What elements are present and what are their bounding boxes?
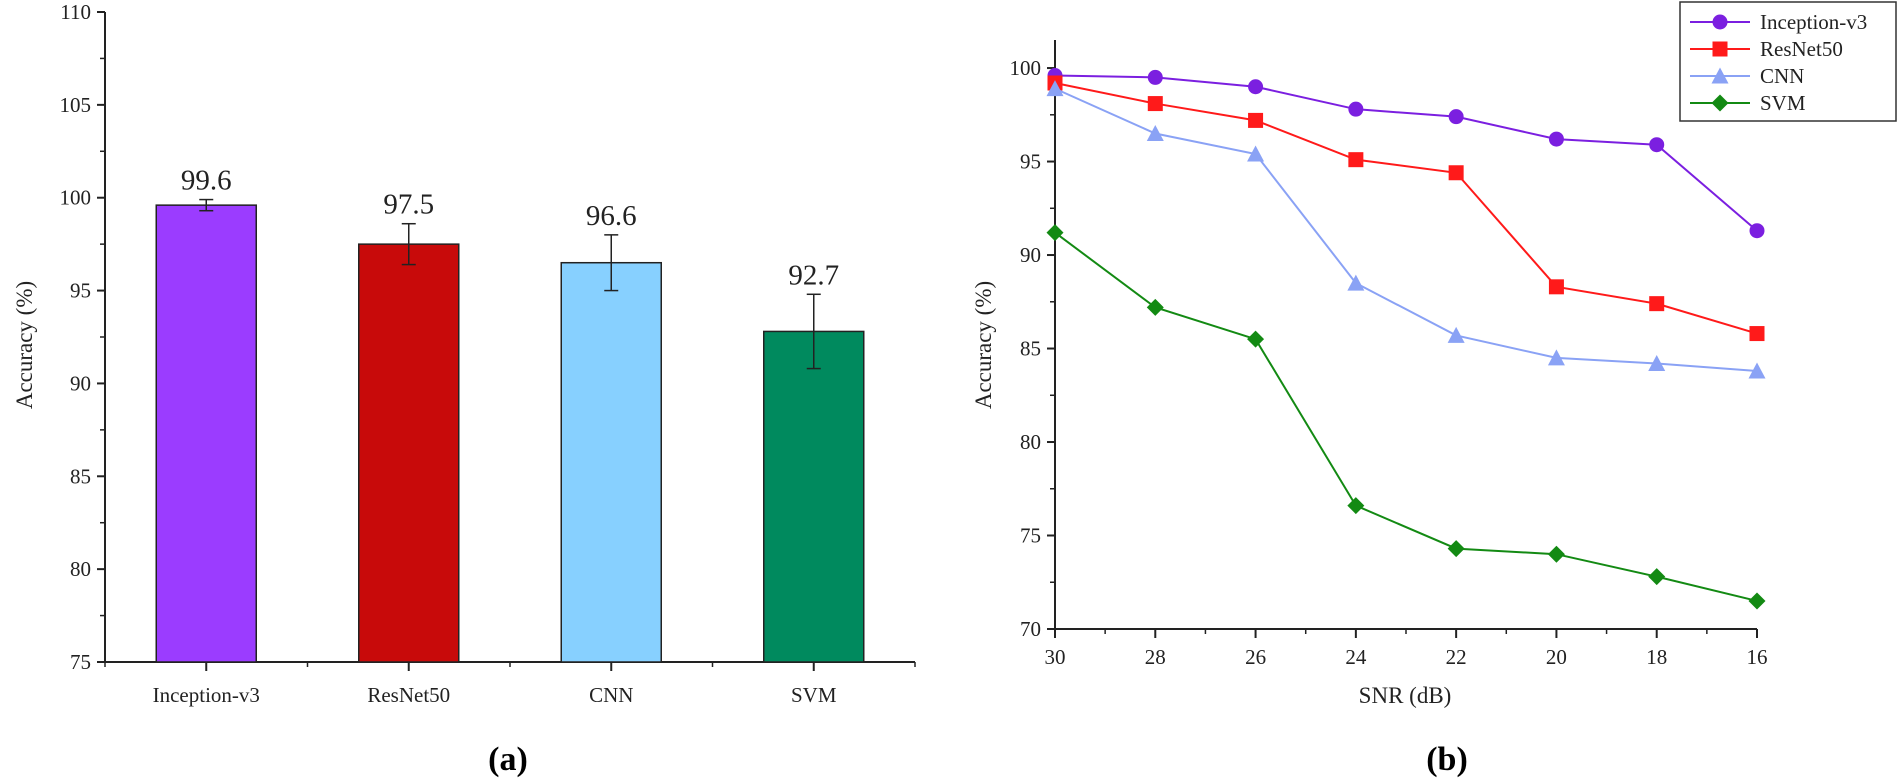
y-tick-label: 95 — [70, 279, 91, 303]
data-point-cnn — [1247, 145, 1265, 162]
x-tick-label: 28 — [1145, 645, 1166, 669]
x-tick-label: CNN — [589, 683, 633, 707]
legend-marker-inception-v3 — [1712, 14, 1728, 30]
y-tick-label: 70 — [1020, 617, 1041, 641]
series-line-resnet50 — [1054, 82, 1758, 335]
bar-chart-panel: 75 80 85 90 95 100 105 110 Inception-v3 ResNet50 C… — [12, 0, 916, 778]
y-tick-label: 105 — [60, 93, 92, 117]
data-point-svm — [1247, 330, 1265, 348]
x-tick-label: SVM — [791, 683, 837, 707]
bar-chart-bars: 99.6 97.5 96.6 92.7 — [155, 165, 865, 663]
data-point-resnet50 — [1248, 112, 1264, 128]
bar-cnn — [560, 261, 662, 663]
series-line-cnn — [1054, 87, 1758, 372]
data-point-svm — [1748, 592, 1766, 610]
legend-label-svm: SVM — [1760, 91, 1806, 115]
bar-inception-v3 — [155, 204, 257, 663]
data-point-resnet50 — [1548, 279, 1564, 295]
line-chart-panel: 70 75 80 85 90 95 100 30 28 26 24 22 20 18 16 SNR (dB)… — [971, 1, 1897, 778]
data-point-svm — [1146, 298, 1164, 316]
y-tick-label: 110 — [60, 0, 91, 24]
data-point-inception-v3 — [1348, 101, 1364, 117]
x-tick-label: 20 — [1546, 645, 1567, 669]
data-point-svm — [1046, 224, 1064, 242]
y-tick-label: 100 — [1010, 56, 1042, 80]
data-point-inception-v3 — [1749, 223, 1765, 239]
data-point-resnet50 — [1749, 326, 1765, 342]
panel-label-b: (b) — [1426, 741, 1468, 778]
data-point-inception-v3 — [1147, 69, 1163, 85]
x-tick-label: ResNet50 — [367, 683, 450, 707]
data-point-inception-v3 — [1448, 109, 1464, 125]
bar-value-label: 92.7 — [788, 259, 839, 291]
y-tick-label: 85 — [1020, 337, 1041, 361]
data-point-inception-v3 — [1548, 131, 1564, 147]
x-tick-label: 26 — [1245, 645, 1266, 669]
data-point-resnet50 — [1147, 96, 1163, 112]
x-tick-label: 18 — [1646, 645, 1667, 669]
data-point-inception-v3 — [1649, 137, 1665, 153]
bar-chart-y-axis-title: Accuracy (%) — [12, 281, 37, 409]
data-point-resnet50 — [1348, 152, 1364, 168]
x-tick-label: 16 — [1747, 645, 1768, 669]
legend-marker-cnn — [1711, 67, 1729, 84]
data-point-resnet50 — [1448, 165, 1464, 181]
bar-resnet50 — [358, 243, 460, 663]
data-point-svm — [1447, 540, 1465, 558]
line-chart-x-axis-title: SNR (dB) — [1359, 683, 1452, 708]
y-tick-label: 100 — [60, 186, 92, 210]
data-point-cnn — [1648, 354, 1666, 371]
y-tick-label: 90 — [1020, 243, 1041, 267]
panel-label-a: (a) — [488, 741, 528, 778]
data-point-cnn — [1347, 274, 1365, 291]
data-point-svm — [1648, 568, 1666, 586]
legend-label-cnn: CNN — [1760, 64, 1804, 88]
y-tick-label: 90 — [70, 371, 91, 395]
bar-value-label: 99.6 — [181, 165, 232, 197]
data-point-inception-v3 — [1248, 79, 1264, 95]
data-point-svm — [1547, 545, 1565, 563]
bar-svm — [763, 330, 865, 663]
y-tick-label: 75 — [70, 650, 91, 674]
data-point-cnn — [1447, 326, 1465, 343]
legend-label-inception-v3: Inception-v3 — [1760, 10, 1867, 34]
legend: Inception-v3 ResNet50 CNN SVM — [1679, 1, 1897, 122]
x-tick-label: Inception-v3 — [153, 683, 260, 707]
y-tick-label: 95 — [1020, 150, 1041, 174]
series-line-svm — [1054, 231, 1758, 602]
y-tick-label: 80 — [70, 557, 91, 581]
data-point-cnn — [1547, 349, 1565, 366]
y-tick-label: 75 — [1020, 524, 1041, 548]
data-point-resnet50 — [1649, 296, 1665, 312]
bar-value-label: 96.6 — [586, 200, 637, 232]
series-line-inception-v3 — [1054, 74, 1758, 232]
legend-marker-svm — [1711, 94, 1729, 112]
bar-value-label: 97.5 — [383, 189, 434, 221]
x-tick-label: 30 — [1045, 645, 1066, 669]
legend-label-resnet50: ResNet50 — [1760, 37, 1843, 61]
data-point-cnn — [1748, 362, 1766, 379]
line-chart-series — [1046, 68, 1766, 610]
data-point-cnn — [1146, 124, 1164, 141]
legend-marker-resnet50 — [1712, 41, 1728, 57]
line-chart-y-axis-title: Accuracy (%) — [971, 281, 996, 409]
y-tick-label: 80 — [1020, 430, 1041, 454]
line-chart-axes: 70 75 80 85 90 95 100 30 28 26 24 22 20 18 16 — [1010, 40, 1768, 669]
y-tick-label: 85 — [70, 464, 91, 488]
x-tick-label: 24 — [1345, 645, 1367, 669]
data-point-svm — [1347, 497, 1365, 515]
data-point-cnn — [1046, 80, 1064, 97]
x-tick-label: 22 — [1446, 645, 1467, 669]
